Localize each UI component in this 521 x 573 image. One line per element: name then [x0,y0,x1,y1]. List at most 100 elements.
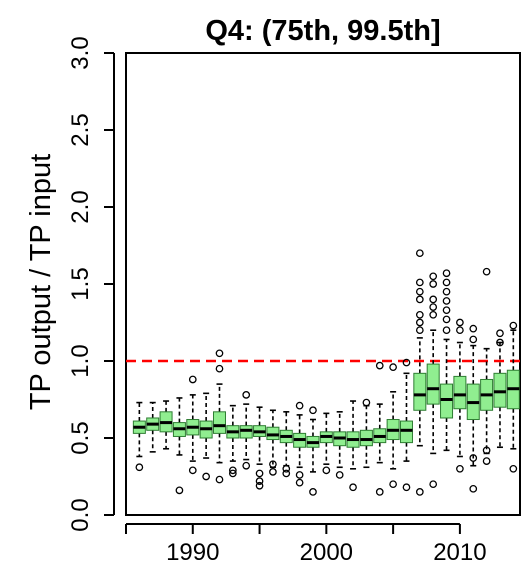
box-2014 [506,321,520,473]
outlier-point [228,466,237,475]
box-iqr [453,375,467,410]
outlier-point [429,303,438,311]
outlier-point [442,326,451,335]
outlier-point [215,364,224,373]
outlier-point [456,326,464,335]
box-iqr [440,383,454,419]
box-1992 [212,349,226,484]
box-2001 [333,411,347,479]
y-tick-label: 0.0 [67,498,94,531]
outlier-point [295,471,304,479]
box-iqr [359,429,373,447]
outlier-point [335,471,344,479]
y-tick-label: 1.5 [67,267,94,300]
outlier-point [415,326,424,335]
box-1990 [186,375,200,475]
box-2002 [346,400,360,492]
box-1989 [172,397,186,495]
box-1997 [279,411,293,478]
outlier-point [469,324,478,333]
box-1991 [199,392,213,481]
box-1993 [226,404,240,478]
box-2005 [386,363,400,489]
y-tick-label: 0.5 [67,421,94,454]
outlier-point [442,278,451,287]
outlier-point [509,464,518,473]
outlier-point [309,406,317,415]
outlier-point [269,468,277,476]
outlier-point [215,349,224,358]
outlier-point [242,461,251,470]
outlier-point [496,338,504,347]
box-2004 [373,361,387,496]
outlier-point [482,457,491,465]
outlier-point [188,466,197,475]
outlier-point [469,454,478,462]
y-axis: 0.0 0.5 1.0 1.5 2.0 2.5 3.0 [67,36,115,532]
box-iqr [493,372,507,408]
box-2012 [480,267,494,465]
y-tick-label: 1.0 [67,344,94,377]
box-1996 [266,409,280,476]
outlier-point [415,295,424,304]
x-tick-label: 2010 [433,539,486,566]
box-1988 [159,400,173,450]
y-axis-label: TP output / TP input [25,154,57,410]
box-2010 [453,318,467,473]
outlier-point [442,269,451,278]
outlier-point [429,310,438,319]
outlier-point [429,295,438,304]
outlier-point [389,363,397,372]
outlier-point [442,297,451,305]
outlier-point [375,488,384,496]
outlier-point [295,401,304,410]
outlier-point [255,469,264,478]
box-1986 [132,401,146,472]
outlier-point [496,329,504,338]
box-iqr [212,411,226,434]
y-tick-label: 2.5 [67,113,94,146]
outlier-point [135,463,144,472]
outlier-point [402,358,411,367]
outlier-point [188,375,197,384]
box-1994 [239,391,253,470]
box-iqr [399,420,413,444]
outlier-point [442,306,451,315]
outlier-point [415,278,424,287]
boxes-group [132,249,520,496]
box-2006 [399,358,413,492]
outlier-point [442,315,451,324]
outlier-point [389,480,397,489]
outlier-point [255,477,264,485]
outlier-point [509,321,518,330]
outlier-point [429,272,438,281]
outlier-point [482,267,491,276]
plot-frame [125,52,521,516]
outlier-point [375,361,384,370]
box-1987 [146,401,160,453]
box-2011 [466,324,480,493]
box-2000 [319,412,333,475]
outlier-point [429,280,438,288]
box-1999 [306,406,320,496]
outlier-point [295,478,304,487]
outlier-point [442,287,451,296]
x-tick-label: 2000 [300,539,353,566]
outlier-point [415,318,424,327]
outlier-point [175,486,184,495]
outlier-point [309,488,317,496]
outlier-point [282,469,291,478]
box-2008 [426,272,440,489]
outlier-point [456,318,464,327]
outlier-point [469,335,478,344]
outlier-point [456,464,464,473]
outlier-point [415,287,424,296]
outlier-point [282,464,291,473]
box-2013 [493,329,507,449]
box-1998 [293,401,307,487]
box-iqr [413,372,427,411]
box-iqr [426,363,440,405]
outlier-point [362,398,371,407]
chart-title: Q4: (75th, 99.5th] [205,15,440,47]
